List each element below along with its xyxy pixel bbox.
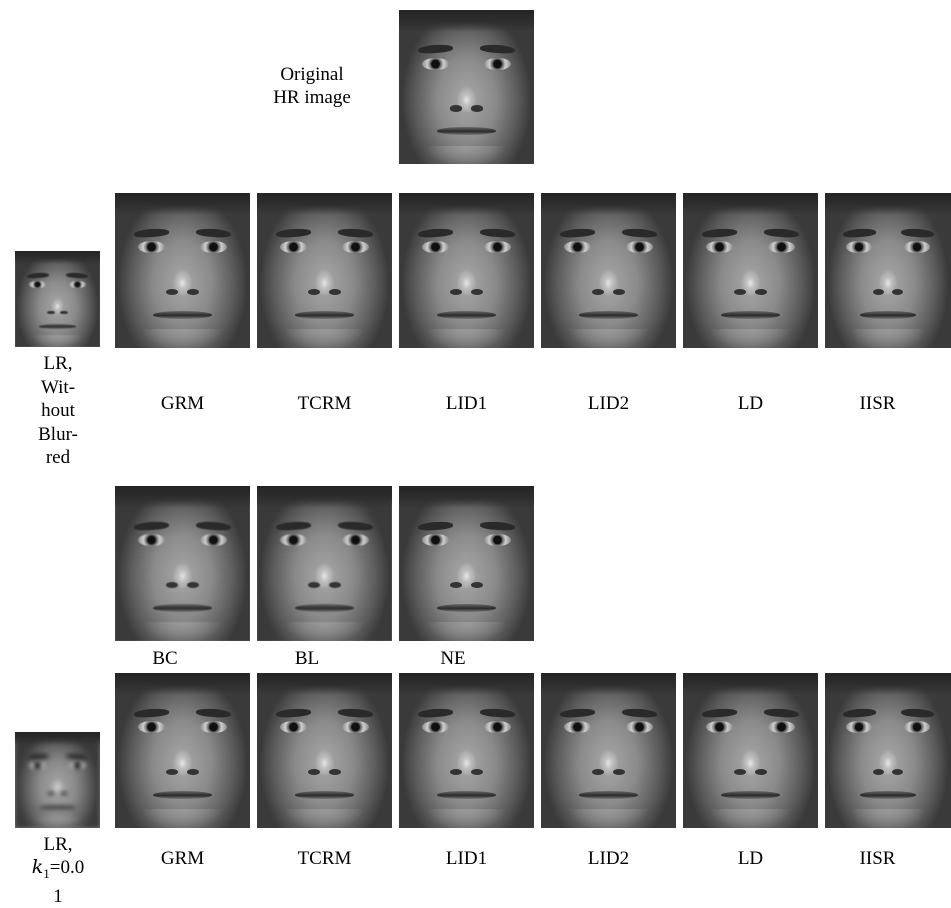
method-label: LID2 [587,393,630,414]
method-label: GRM [160,848,205,869]
row2-result-face-image [257,486,392,641]
original-caption-line1: Original [280,64,344,85]
original-caption: Original HR image [256,63,368,109]
row1-result-face-image [257,193,392,348]
lr-unblurred-label-line: hout [41,400,75,421]
row3-result-face-image [257,673,392,828]
row1-result-face-image [115,193,250,348]
row1-result-face-image [683,193,818,348]
lr-unblurred-face-image [15,251,100,347]
lr-blurred-label-line1: LR, [43,834,73,855]
row1-result-face-image [541,193,676,348]
lr-unblurred-label-line: LR, [43,353,73,374]
method-label: TCRM [297,848,352,869]
method-label: LID1 [445,393,488,414]
lr-blurred-label-line3: 1 [53,885,63,907]
method-label: TCRM [297,393,352,414]
k-subscript: 1 [43,865,50,881]
row3-result-face-image [399,673,534,828]
lr-blurred-face-image [15,732,100,828]
method-label: IISR [859,393,896,414]
row3-result-face-image [541,673,676,828]
row2-result-face-image [115,486,250,641]
row2-result-face-image [399,486,534,641]
original-caption-line2: HR image [273,87,351,108]
row3-result-face-image [115,673,250,828]
method-label: GRM [160,393,205,414]
method-label: NE [440,648,466,669]
row1-result-face-image [825,193,951,348]
lr-unblurred-label-line: Wit- [40,376,76,398]
lr-blurred-label-line2: k1=0.0 [0,856,116,885]
k-value: =0.0 [49,857,85,878]
method-label: LD [737,848,764,869]
lr-unblurred-label-line: Blur- [38,423,78,445]
lr-unblurred-label: LR, Wit- hout Blur- red [10,352,106,470]
k-symbol: k [31,856,44,878]
original-hr-face-image [399,10,534,164]
lr-blurred-label: LR, k1=0.0 1 [0,833,116,908]
method-label: LD [737,393,764,414]
row3-result-face-image [683,673,818,828]
method-label: BL [294,648,320,669]
lr-unblurred-label-line: red [45,447,71,468]
method-label: BC [152,648,178,669]
method-label: IISR [859,848,896,869]
row3-result-face-image [825,673,951,828]
method-label: LID1 [445,848,488,869]
row1-result-face-image [399,193,534,348]
method-label: LID2 [587,848,630,869]
